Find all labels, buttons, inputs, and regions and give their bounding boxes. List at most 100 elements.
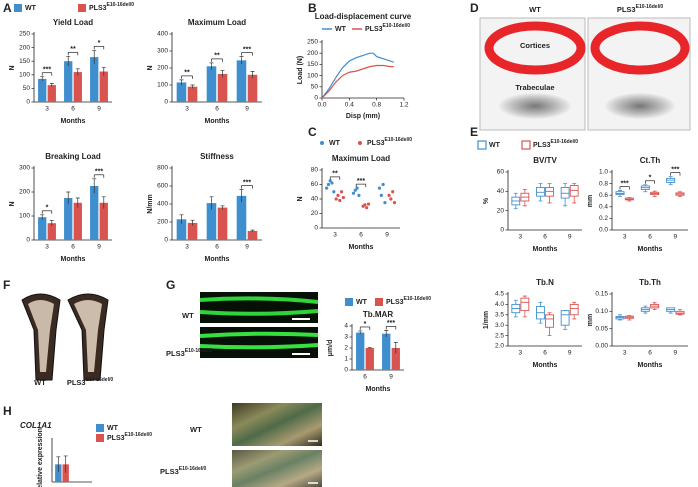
legend-label: WT	[356, 299, 368, 306]
y-tick-label: 50	[23, 85, 31, 92]
bar	[217, 73, 228, 102]
y-tick-label: 4.5	[495, 291, 504, 298]
significance: ***	[621, 180, 629, 187]
data-point	[334, 197, 338, 201]
chart-title: BV/TV	[533, 156, 557, 165]
x-tick-label: 3	[185, 244, 189, 251]
x-axis-label: Months	[349, 244, 374, 251]
y-tick-label: 200	[19, 189, 30, 196]
x-axis-label: Months	[638, 246, 663, 253]
x-tick-label: 6	[215, 244, 219, 251]
legend-swatch	[345, 298, 353, 306]
bar	[99, 202, 108, 240]
x-tick-label: 6	[543, 350, 547, 357]
x-axis-label: Months	[366, 386, 391, 393]
y-axis-label: μm/d	[327, 340, 334, 357]
legend-swatch	[96, 424, 104, 432]
image-label: PLS3E10-16del/0	[160, 466, 207, 476]
y-tick-label: 1	[344, 356, 348, 363]
image-label-sup: E10-16del/0	[86, 377, 114, 383]
error-bar	[92, 178, 97, 194]
data-point	[332, 190, 336, 194]
significance: *	[46, 205, 49, 212]
image-label-base: PLS3	[617, 5, 636, 14]
chart-title: Tb.MAR	[363, 310, 393, 319]
error-bar	[239, 189, 244, 203]
image-label-base: PLS3	[166, 349, 185, 358]
legend-label-sup: E10-16del/0	[385, 137, 413, 143]
y-tick-label: 3.5	[495, 312, 504, 319]
x-tick-label: 0.8	[372, 102, 381, 109]
significance: **	[214, 53, 220, 60]
error-bar	[56, 456, 61, 472]
significance: ***	[43, 67, 51, 74]
legend-label-sup: E10-16del/0	[551, 139, 579, 145]
y-axis-label: N	[297, 196, 304, 201]
bar	[187, 86, 198, 102]
error-bar	[179, 79, 184, 85]
bar	[62, 464, 69, 482]
bar	[391, 348, 400, 370]
data-point	[391, 190, 395, 194]
x-axis-label: Disp (mm)	[346, 113, 380, 120]
x-tick-label: 9	[389, 374, 393, 381]
y-tick-label: 60	[497, 169, 505, 176]
y-axis-label: %	[483, 197, 490, 204]
y-tick-label: 200	[157, 65, 168, 72]
image-label-sup: E10-16del/0	[636, 4, 664, 10]
image-label: WT	[34, 378, 46, 387]
significance: ***	[243, 46, 251, 53]
y-tick-label: 0.4	[599, 204, 608, 211]
significance: ***	[243, 179, 251, 186]
y-tick-label: 100	[157, 82, 168, 89]
error-bar	[250, 71, 255, 79]
y-tick-label: 60	[311, 181, 319, 188]
y-axis-label: Relative expression	[37, 428, 44, 487]
image-label: WT	[529, 5, 541, 14]
panel-letter: A	[3, 1, 12, 15]
data-point	[363, 203, 367, 207]
y-tick-label: 0.10	[595, 308, 608, 315]
y-tick-label: 100	[307, 72, 318, 79]
data-point	[366, 202, 371, 206]
error-bar	[49, 219, 54, 227]
y-tick-label: 0	[500, 227, 504, 234]
y-tick-label: 20	[311, 210, 319, 217]
error-bar	[66, 55, 71, 67]
x-tick-label: 3	[45, 106, 49, 113]
y-tick-label: 300	[157, 48, 168, 55]
data-point	[392, 201, 397, 205]
chart-title: Breaking Load	[45, 152, 101, 161]
data-point	[379, 193, 383, 197]
significance: **	[70, 46, 76, 53]
image-label: PLS3E10-16del/0	[617, 4, 664, 14]
box	[560, 310, 570, 326]
x-tick-label: 9	[245, 244, 249, 251]
x-axis-label: Months	[205, 256, 230, 263]
y-tick-label: 3.0	[495, 322, 504, 329]
error-bar	[220, 70, 225, 78]
significance: *	[364, 321, 367, 328]
x-tick-label: 3	[185, 106, 189, 113]
bar	[382, 333, 391, 370]
y-tick-label: 600	[157, 183, 168, 190]
legend-label-base: PLS3	[107, 435, 125, 442]
x-tick-label: 9	[674, 350, 678, 357]
histology-images	[232, 403, 322, 487]
panel-letter: D	[470, 1, 479, 15]
legend-label-base: PLS3	[365, 26, 383, 33]
image-label: WT	[182, 311, 194, 320]
image-label-base: PLS3	[160, 467, 179, 476]
image-label: PLS3E10-16del/0	[166, 348, 213, 358]
bar	[64, 61, 73, 102]
data-point	[377, 186, 382, 190]
significance: *	[649, 175, 652, 182]
panel-letter: G	[166, 278, 175, 292]
y-tick-label: 0.05	[595, 325, 608, 332]
error-bar	[190, 84, 195, 89]
chart-title: COL1A1	[20, 421, 52, 430]
box	[520, 297, 530, 312]
legend-swatch	[521, 140, 531, 150]
legend-label: WT	[489, 142, 501, 149]
y-axis-label: mm	[587, 314, 594, 326]
